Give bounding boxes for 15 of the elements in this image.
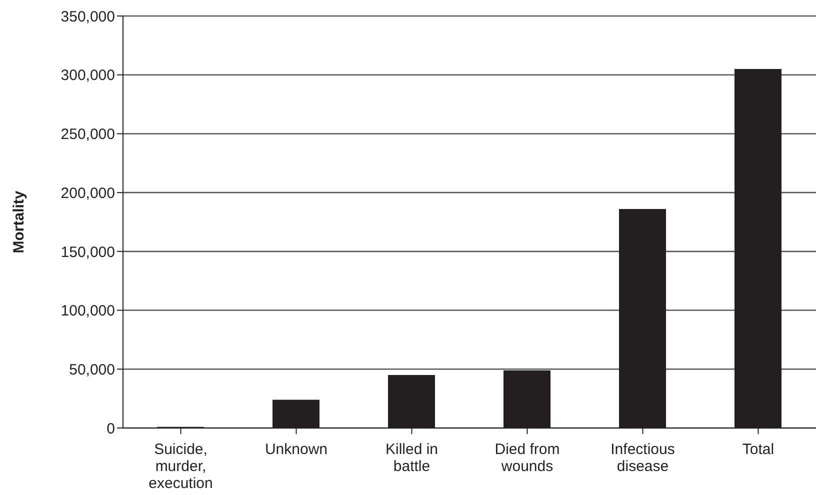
x-tick-label: Killed in battle <box>385 441 438 475</box>
x-tick-label: Unknown <box>264 441 328 458</box>
x-tick-label: Died from wounds <box>494 441 560 475</box>
y-axis-title: Mortality <box>10 190 28 254</box>
x-tick-label: Suicide, murder, execution <box>148 441 213 492</box>
y-tick-label: 50,000 <box>69 361 115 378</box>
y-tick-label: 300,000 <box>60 67 115 84</box>
y-tick-label: 150,000 <box>60 244 115 261</box>
y-tick-label: 0 <box>106 420 115 438</box>
y-tick-label: 250,000 <box>60 126 115 144</box>
y-tick-label: 200,000 <box>60 184 115 202</box>
y-tick-label: 100,000 <box>60 302 115 320</box>
y-tick-label: 350,000 <box>60 8 115 26</box>
x-tick-label: Infectious disease <box>610 441 675 475</box>
x-tick-label: Total <box>742 441 774 458</box>
